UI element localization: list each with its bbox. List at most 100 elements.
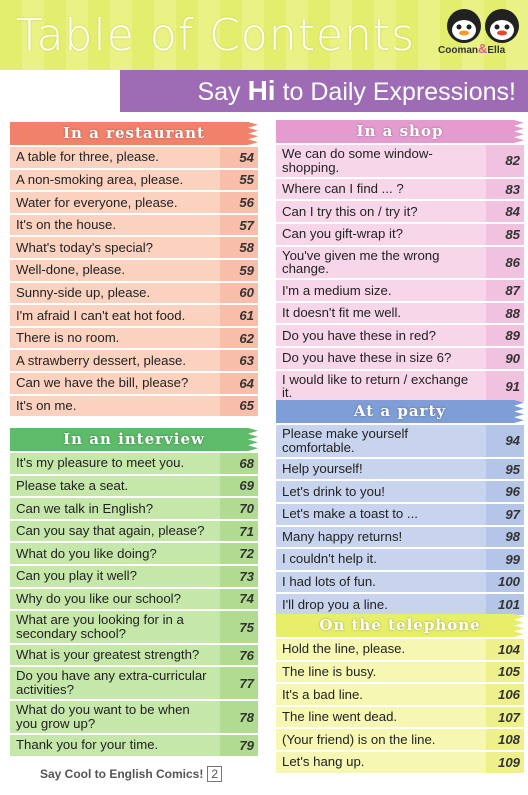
section-header: At a party xyxy=(276,400,524,423)
entry-page: 104 xyxy=(486,639,524,660)
entry-row: Many happy returns! 98 xyxy=(276,526,524,548)
entry-text: What do you want to be when you grow up? xyxy=(10,701,220,733)
entry-page: 77 xyxy=(220,667,258,700)
entry-text: There is no room. xyxy=(10,327,220,349)
entry-text: Do you have these in size 6? xyxy=(276,348,486,369)
entry-page: 88 xyxy=(486,302,524,324)
entry-row: We can do some window-shopping. 82 xyxy=(276,145,524,177)
section-header: In a shop xyxy=(276,120,524,143)
entry-row: It's my pleasure to meet you. 68 xyxy=(10,453,258,474)
page-number: 2 xyxy=(207,766,223,782)
entry-text: A non-smoking area, please. xyxy=(10,169,220,191)
entry-page: 109 xyxy=(486,751,524,773)
entry-row: What's today's special? 58 xyxy=(10,237,258,258)
entry-page: 64 xyxy=(220,372,258,394)
entry-row: Can you say that again, please? 71 xyxy=(10,520,258,542)
entry-page: 107 xyxy=(486,706,524,728)
entry-text: Help yourself! xyxy=(276,458,486,480)
entry-page: 59 xyxy=(220,259,258,281)
entry-page: 105 xyxy=(486,661,524,683)
section: In a shop We can do some window-shopping.… xyxy=(276,120,524,404)
logo-name: Ella xyxy=(487,45,506,56)
entry-text: I'm afraid I can't eat hot food. xyxy=(10,305,220,326)
entry-text: Can we talk in English? xyxy=(10,498,220,519)
entry-text: Can you play it well? xyxy=(10,565,220,587)
entry-row: It's on me. 65 xyxy=(10,395,258,417)
section: On the telephone Hold the line, please. 10… xyxy=(276,614,524,775)
entry-page: 89 xyxy=(486,325,524,346)
entry-row: It's a bad line. 106 xyxy=(276,684,524,705)
footer: Say Cool to English Comics! 2 xyxy=(40,766,223,782)
entry-row: Do you have these in size 6? 90 xyxy=(276,348,524,369)
entry-text: You've given me the wrong change. xyxy=(276,246,486,279)
entry-row: I'm afraid I can't eat hot food. 61 xyxy=(10,305,258,326)
entry-row: Let's hang up. 109 xyxy=(276,751,524,773)
entry-row: It's on the house. 57 xyxy=(10,214,258,236)
entry-text: Let's make a toast to ... xyxy=(276,503,486,525)
entry-row: What do you like doing? 72 xyxy=(10,543,258,564)
entry-row: I couldn't help it. 99 xyxy=(276,549,524,570)
entry-page: 56 xyxy=(220,192,258,213)
entry-row: The line is busy. 105 xyxy=(276,661,524,683)
entry-text: Please make yourself comfortable. xyxy=(276,425,486,457)
entry-row: You've given me the wrong change. 86 xyxy=(276,246,524,279)
entry-text: Let's drink to you! xyxy=(276,481,486,502)
entry-text: A table for three, please. xyxy=(10,147,220,168)
entry-text: It doesn't fit me well. xyxy=(276,302,486,324)
section-header: On the telephone xyxy=(276,614,524,637)
entry-page: 58 xyxy=(220,237,258,258)
entry-text: Can we have the bill, please? xyxy=(10,372,220,394)
entry-row: There is no room. 62 xyxy=(10,327,258,349)
entry-row: What are you looking for in a secondary … xyxy=(10,611,258,643)
entry-page: 97 xyxy=(486,503,524,525)
entry-text: I would like to return / exchange it. xyxy=(276,370,486,403)
entry-text: I'll drop you a line. xyxy=(276,594,486,615)
entry-page: 83 xyxy=(486,178,524,200)
entry-text: It's my pleasure to meet you. xyxy=(10,453,220,474)
entry-row: Sunny-side up, please. 60 xyxy=(10,282,258,304)
entry-page: 82 xyxy=(486,145,524,177)
entry-row: Can you play it well? 73 xyxy=(10,565,258,587)
entry-page: 86 xyxy=(486,246,524,279)
entry-page: 69 xyxy=(220,475,258,497)
logo-icon xyxy=(447,9,519,43)
entry-row: Please make yourself comfortable. 94 xyxy=(276,425,524,457)
entry-page: 87 xyxy=(486,280,524,301)
entry-row: Hold the line, please. 104 xyxy=(276,639,524,660)
entry-row: I'm a medium size. 87 xyxy=(276,280,524,301)
entry-page: 63 xyxy=(220,350,258,371)
logo-amp: & xyxy=(478,41,488,56)
subtitle-part: Hi xyxy=(247,75,276,106)
entry-page: 106 xyxy=(486,684,524,705)
entry-page: 57 xyxy=(220,214,258,236)
entry-row: Please take a seat. 69 xyxy=(10,475,258,497)
entry-page: 99 xyxy=(486,549,524,570)
entry-page: 72 xyxy=(220,543,258,564)
entry-page: 101 xyxy=(486,594,524,615)
entry-row: The line went dead. 107 xyxy=(276,706,524,728)
entry-page: 75 xyxy=(220,611,258,643)
subtitle-part: to Daily Expressions! xyxy=(282,78,516,106)
entry-row: Well-done, please. 59 xyxy=(10,259,258,281)
entry-text: Please take a seat. xyxy=(10,475,220,497)
entry-row: It doesn't fit me well. 88 xyxy=(276,302,524,324)
entry-text: It's a bad line. xyxy=(276,684,486,705)
entry-row: Do you have any extra-curricular activit… xyxy=(10,667,258,700)
entry-page: 98 xyxy=(486,526,524,548)
entry-text: I had lots of fun. xyxy=(276,571,486,593)
entry-row: Let's make a toast to ... 97 xyxy=(276,503,524,525)
entry-row: Can I try this on / try it? 84 xyxy=(276,201,524,222)
entry-page: 60 xyxy=(220,282,258,304)
entry-row: A strawberry dessert, please. 63 xyxy=(10,350,258,371)
entry-text: Sunny-side up, please. xyxy=(10,282,220,304)
entry-text: I'm a medium size. xyxy=(276,280,486,301)
entry-page: 78 xyxy=(220,701,258,733)
entry-text: Well-done, please. xyxy=(10,259,220,281)
section: At a party Please make yourself comfortab… xyxy=(276,400,524,617)
entry-page: 91 xyxy=(486,370,524,403)
entry-page: 73 xyxy=(220,565,258,587)
entry-page: 74 xyxy=(220,588,258,610)
section-header: In an interview xyxy=(10,428,258,451)
entry-text: The line is busy. xyxy=(276,661,486,683)
entry-page: 65 xyxy=(220,395,258,417)
